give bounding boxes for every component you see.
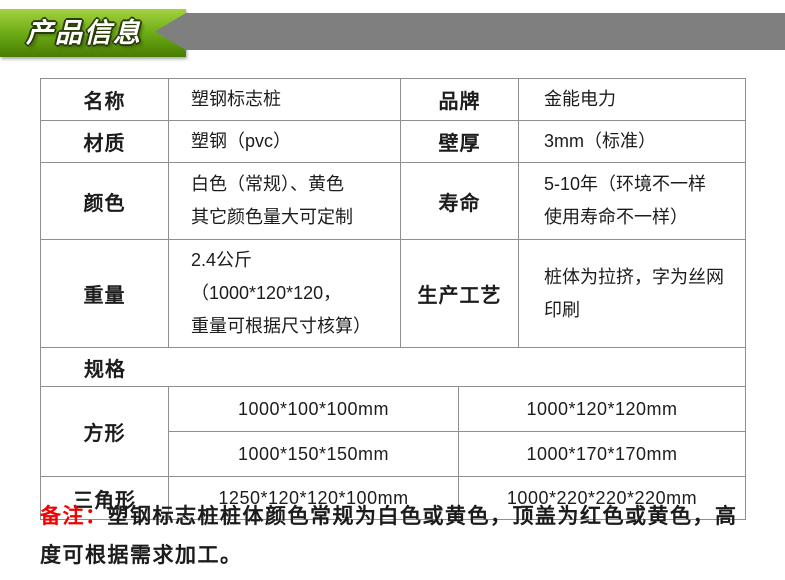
- wall-thickness-label: 壁厚: [400, 120, 519, 163]
- remark-prefix: 备注：: [40, 505, 108, 528]
- table-row-name-brand: 名称 塑钢标志桩 品牌 金能电力: [40, 78, 746, 121]
- name-label: 名称: [40, 78, 169, 121]
- table-row-square-1: 方形 1000*100*100mm 1000*120*120mm: [40, 386, 746, 477]
- square-spec-1b: 1000*120*120mm: [458, 386, 746, 432]
- brand-value: 金能电力: [518, 78, 746, 121]
- remark-note: 备注：塑钢标志桩桩体颜色常规为白色或黄色，顶盖为红色或黄色，高度可根据需求加工。: [40, 497, 754, 575]
- banner-title: 产品信息: [26, 18, 142, 48]
- material-value: 塑钢（pvc）: [168, 120, 401, 163]
- triangle-spec-a: 1250*120*120*100mm: [168, 476, 459, 520]
- lifespan-label: 寿命: [400, 162, 519, 240]
- color-label: 颜色: [40, 162, 169, 240]
- lifespan-value: 5-10年（环境不一样 使用寿命不一样）: [518, 162, 746, 240]
- table-row-square-2: 1000*150*150mm 1000*170*170mm: [41, 431, 746, 477]
- table-row-weight-process: 重量 2.4公斤（1000*120*120， 重量可根据尺寸核算） 生产工艺 桩…: [40, 239, 746, 348]
- name-value: 塑钢标志桩: [168, 78, 401, 121]
- square-spec-2a: 1000*150*150mm: [168, 431, 459, 477]
- weight-value: 2.4公斤（1000*120*120， 重量可根据尺寸核算）: [168, 239, 401, 348]
- process-value: 桩体为拉挤，字为丝网 印刷: [518, 239, 746, 348]
- remark-text: 塑钢标志桩桩体颜色常规为白色或黄色，顶盖为红色或黄色，高度可根据需求加工。: [40, 505, 738, 567]
- spec-section-cell: 规格: [40, 347, 746, 387]
- process-label: 生产工艺: [400, 239, 519, 348]
- product-info-banner: 产品信息: [0, 0, 785, 64]
- triangle-label: 三角形: [40, 476, 169, 520]
- table-row-triangle: 三角形 1250*120*120*100mm 1000*220*220*220m…: [40, 476, 746, 520]
- banner-ribbon-green: 产品信息: [0, 9, 186, 57]
- banner-ribbon-gray: [155, 13, 785, 50]
- spec-section-label: 规格: [84, 358, 126, 381]
- table-row-material-thickness: 材质 塑钢（pvc） 壁厚 3mm（标准）: [40, 120, 746, 163]
- product-info-table: 名称 塑钢标志桩 品牌 金能电力 材质 塑钢（pvc） 壁厚 3mm（标准） 颜…: [40, 78, 746, 520]
- square-label: 方形: [40, 386, 169, 477]
- weight-label: 重量: [40, 239, 169, 348]
- triangle-spec-b: 1000*220*220*220mm: [458, 476, 746, 520]
- material-label: 材质: [40, 120, 169, 163]
- square-spec-1a: 1000*100*100mm: [168, 386, 459, 432]
- square-spec-2b: 1000*170*170mm: [458, 431, 746, 477]
- color-value: 白色（常规）、黄色 其它颜色量大可定制: [168, 162, 401, 240]
- table-row-color-lifespan: 颜色 白色（常规）、黄色 其它颜色量大可定制 寿命 5-10年（环境不一样 使用…: [40, 162, 746, 240]
- table-row-spec-header: 规格: [40, 347, 746, 387]
- brand-label: 品牌: [400, 78, 519, 121]
- wall-thickness-value: 3mm（标准）: [518, 120, 746, 163]
